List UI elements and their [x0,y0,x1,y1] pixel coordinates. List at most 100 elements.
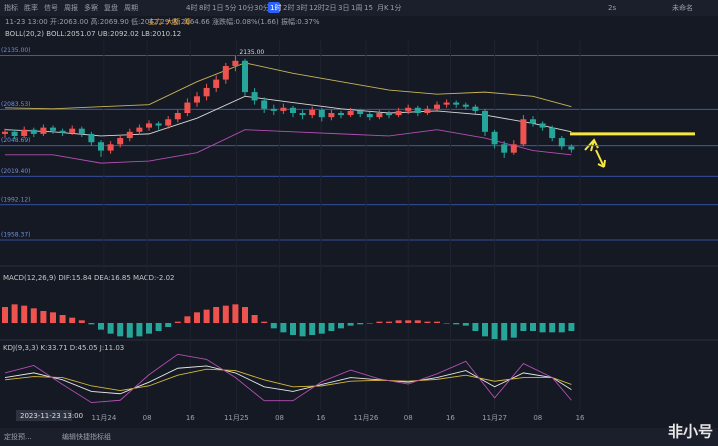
x-tick-label: 16 [446,414,455,422]
kdj-d [4,368,572,391]
x-tick-label: 08 [404,414,413,422]
timeframe[interactable]: 15 [364,4,373,12]
macd-bar [11,304,18,323]
macd-bar [386,321,392,323]
toolbar-item[interactable]: 复盘 [104,3,118,12]
toolbar-item[interactable]: 周期 [124,4,138,12]
candle-body [491,131,498,145]
macd-bar [165,323,172,327]
toolbar-item[interactable]: 胜率 [24,3,38,12]
candle-body [30,129,37,134]
macd-bar [318,323,325,334]
candle-body [376,113,383,118]
macd-bar [568,323,575,331]
candle-body [414,107,421,113]
candle-body [232,60,239,67]
candle-body [213,79,220,88]
timeframe[interactable]: 5分 [225,3,236,12]
candle-body [78,128,85,134]
timeframe[interactable]: 3日 [338,4,349,12]
candle-body [165,119,172,126]
bottom-tab[interactable]: 定投预... [4,432,32,441]
macd-bar [472,323,479,331]
tag[interactable]: 大额 [166,17,180,26]
timeframe[interactable]: 3时 [296,3,307,12]
macd-bar [501,323,508,341]
macd-bar [242,307,248,323]
macd-bar [261,321,268,323]
level-label: (1992.12) [1,196,31,203]
macd-bar [146,323,152,334]
candle-body [184,102,191,113]
candle-body [366,114,373,118]
timeframe[interactable]: 1时 [270,3,281,12]
high-label: 2135.00 [239,49,264,56]
macd-bar [405,320,412,323]
macd-bar [59,315,66,323]
top-right[interactable]: 未命名 [672,3,693,12]
macd-bar [338,323,344,329]
bottom-tab[interactable]: 编辑快捷指标组 [62,432,111,441]
candle-body [510,144,517,153]
timeframe[interactable]: 10分 [238,3,254,12]
macd-bar [117,323,124,337]
x-tick-label: 16 [186,414,195,422]
candle-body [174,113,181,120]
timeframe[interactable]: 1分 [390,3,401,12]
macd-bar [434,321,440,323]
timeframe[interactable]: 2时 [283,3,294,12]
macd-bar [203,309,210,323]
macd-bar [414,320,421,323]
candle-body [98,142,104,151]
tag[interactable]: 筹 [184,17,191,26]
x-tick-label: 11月24 [91,414,116,422]
timeframe[interactable]: 1日 [212,4,223,12]
candle-body [203,87,210,97]
macd-bar [347,323,354,326]
toolbar-item[interactable]: 周报 [64,3,78,12]
macd-bar [453,323,460,325]
timeframe[interactable]: 8时 [199,3,210,12]
x-tick-label: 08 [143,414,152,422]
macd-bar [549,323,556,333]
candle-body [424,108,431,113]
top-right[interactable]: 2s [608,4,616,12]
macd-bar [462,323,469,326]
active-timeframe [268,2,280,13]
tag[interactable]: 主力 [148,17,162,26]
toolbar-item[interactable]: 指标 [4,3,18,12]
macd-bar [530,323,536,331]
candle-body [21,129,28,136]
candle-body [69,128,76,133]
timeframe[interactable]: 月K [377,4,389,12]
ohlc-legend: 11-23 13:00 开:2063.00 高:2069.90 低:2062.2… [5,17,320,26]
macd-bar [491,323,498,339]
timeframe[interactable]: 2日 [325,4,336,12]
candle-body [328,113,335,118]
macd-bar [376,321,383,323]
timeframe[interactable]: 4时 [186,3,197,12]
macd-bar [184,316,191,323]
candle-body [126,131,133,139]
candle-body [194,96,200,103]
x-tick-label: 16 [316,414,325,422]
level-label: (1958.37) [1,231,31,238]
toolbar-item[interactable]: 信号 [44,3,58,12]
candle-body [472,106,479,111]
macd-bar [366,323,373,324]
x-tick-label: 11月25 [224,414,249,422]
macd-bar [357,323,364,325]
macd-bar [213,307,220,323]
macd-bar [280,323,287,333]
macd-bar [395,320,402,323]
toolbar [0,0,718,16]
macd-bar [126,323,133,338]
timeframe[interactable]: 30分 [254,3,270,12]
macd-bar [2,307,8,323]
timeframe[interactable]: 1周 [351,4,362,12]
level-label: (2135.00) [1,47,31,54]
timeframe[interactable]: 12时 [309,3,325,12]
toolbar-item[interactable]: 多察 [84,3,98,12]
